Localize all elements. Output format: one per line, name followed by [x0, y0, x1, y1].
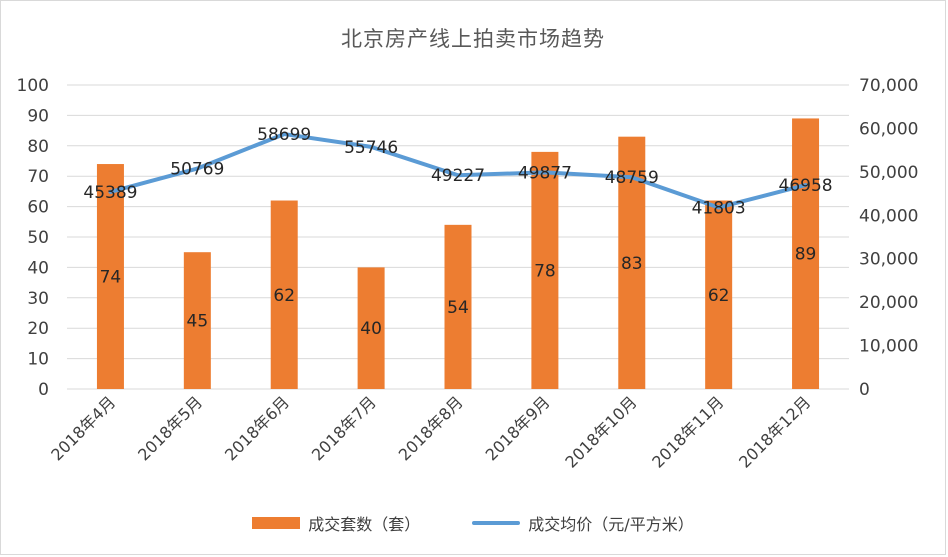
y-left-tick-label: 70	[27, 167, 49, 187]
line-data-label: 41803	[692, 198, 746, 218]
bar	[96, 164, 124, 389]
bar	[183, 252, 211, 389]
line-data-label: 45389	[83, 183, 137, 203]
bar	[531, 151, 559, 389]
x-category-label: 2018年6月	[221, 392, 293, 464]
line-data-label: 50769	[170, 160, 224, 180]
bar	[705, 200, 733, 389]
x-category-label: 2018年11月	[648, 392, 727, 471]
y-left-tick-label: 40	[27, 258, 49, 278]
y-left-tick-label: 20	[27, 319, 49, 339]
bar-data-label: 54	[447, 298, 469, 318]
bar	[270, 200, 298, 389]
bar-data-label: 40	[360, 319, 382, 339]
y-left-tick-label: 30	[27, 289, 49, 309]
legend-swatch-line	[472, 521, 521, 525]
bar	[792, 118, 820, 389]
bar-data-label: 62	[273, 286, 295, 306]
line-data-label: 58699	[257, 125, 311, 145]
legend-label-line: 成交均价（元/平方米）	[528, 515, 694, 534]
bar-data-label: 62	[708, 286, 730, 306]
bar	[357, 267, 385, 389]
bar-data-label: 78	[534, 261, 556, 281]
bar	[444, 224, 472, 389]
y-right-tick-label: 10,000	[859, 337, 918, 357]
y-left-tick-label: 0	[38, 380, 49, 400]
y-left-tick-label: 100	[17, 76, 49, 96]
chart-title: 北京房产线上拍卖市场趋势	[341, 27, 605, 51]
y-left-tick-label: 90	[27, 106, 49, 126]
combo-chart: 0 10 20 30 40 50 60 70 80 90 100 0 10,000 20,000 30,00…	[17, 76, 919, 472]
x-category-label: 2018年4月	[47, 392, 119, 464]
y-left-tick-label: 50	[27, 228, 49, 248]
legend-item-line: 成交均价（元/平方米）	[472, 511, 694, 535]
line-data-label: 49877	[518, 163, 572, 183]
legend-swatch-bar	[252, 517, 301, 529]
bar-data-label: 89	[795, 245, 817, 265]
x-category-label: 2018年9月	[482, 392, 554, 464]
x-category-label: 2018年10月	[561, 392, 640, 471]
y-right-tick-label: 20,000	[859, 293, 918, 313]
legend-item-bar: 成交套数（套）	[252, 511, 420, 535]
x-category-label: 2018年5月	[134, 392, 206, 464]
line-data-label: 49227	[431, 166, 485, 186]
y-right-tick-label: 60,000	[859, 119, 918, 139]
y-right-tick-label: 70,000	[859, 76, 918, 96]
y-left-tick-label: 60	[27, 198, 49, 218]
legend-label-bar: 成交套数（套）	[308, 515, 421, 534]
line-data-label: 48759	[605, 168, 659, 188]
bar-data-label: 74	[100, 268, 122, 288]
bar-data-label: 83	[621, 254, 643, 274]
y-left-tick-label: 10	[27, 350, 49, 370]
y-right-tick-label: 40,000	[859, 206, 918, 226]
y-right-tick-label: 50,000	[859, 163, 918, 183]
line-series	[108, 132, 808, 210]
y-right-tick-label: 0	[859, 380, 870, 400]
x-category-label: 2018年8月	[395, 392, 467, 464]
x-category-label: 2018年12月	[735, 392, 814, 471]
bar-data-label: 45	[187, 312, 209, 332]
x-category-label: 2018年7月	[308, 392, 380, 464]
legend: 成交套数（套） 成交均价（元/平方米）	[1, 511, 945, 535]
line-data-label: 55746	[344, 138, 398, 158]
y-left-tick-label: 80	[27, 137, 49, 157]
line-data-label: 46958	[779, 176, 833, 196]
y-right-tick-label: 30,000	[859, 250, 918, 270]
